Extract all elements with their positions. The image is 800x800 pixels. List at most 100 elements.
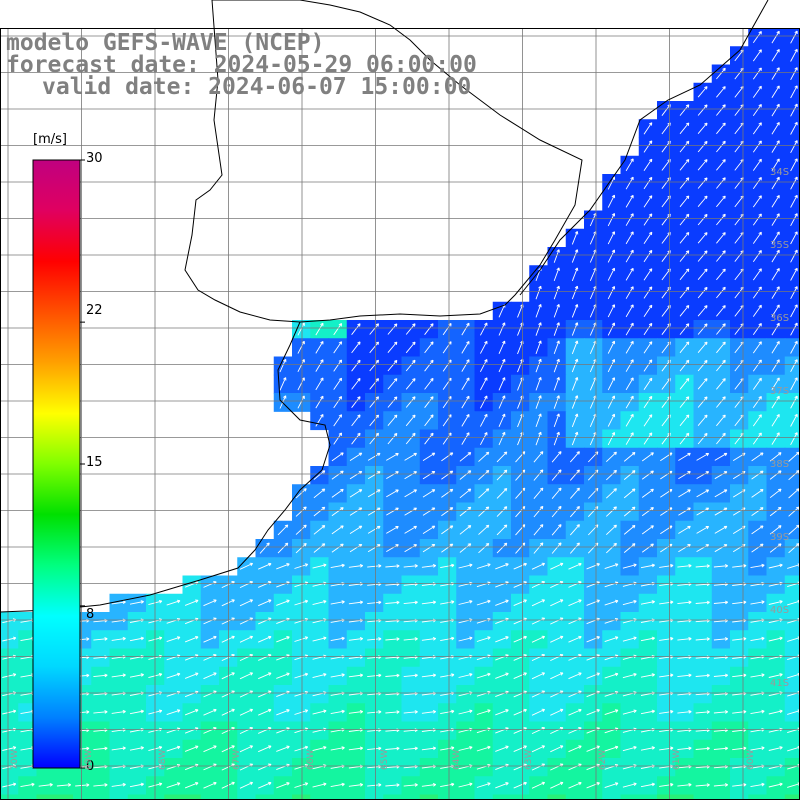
- wind-arrow: [695, 600, 710, 605]
- wind-arrow: [790, 286, 798, 300]
- lat-label-41s: 41S: [770, 678, 790, 689]
- wind-arrow: [294, 636, 309, 642]
- wind-arrow: [553, 413, 560, 428]
- wind-arrow: [752, 359, 762, 372]
- wind-arrow: [277, 524, 289, 536]
- wind-arrow: [752, 213, 762, 226]
- wind-arrow: [752, 49, 762, 62]
- wind-arrow: [166, 782, 181, 789]
- wind-arrow: [498, 431, 506, 446]
- wind-arrow: [586, 672, 600, 679]
- wind-arrow: [348, 673, 364, 678]
- wind-cell: [693, 265, 713, 285]
- wind-cell: [730, 137, 749, 157]
- wind-arrow: [405, 432, 416, 445]
- wind-arrow: [697, 414, 708, 426]
- wind-arrow: [551, 524, 562, 536]
- wind-arrow: [553, 340, 560, 355]
- wind-arrow: [714, 525, 728, 534]
- wind-arrow: [586, 745, 600, 752]
- wind-cell: [328, 447, 348, 467]
- wind-arrow: [790, 121, 798, 135]
- wind-arrow: [752, 140, 762, 153]
- wind-arrow: [351, 377, 361, 390]
- wind-arrow: [424, 432, 434, 445]
- wind-cell: [693, 338, 713, 358]
- wind-cell: [711, 393, 731, 412]
- wind-arrow: [716, 341, 726, 354]
- wind-arrow: [404, 452, 417, 461]
- wind-arrow: [535, 395, 542, 409]
- wind-arrow: [659, 636, 674, 641]
- wind-arrow: [387, 323, 398, 335]
- wind-arrow: [93, 637, 108, 641]
- wind-arrow: [679, 304, 690, 317]
- wind-arrow: [421, 709, 437, 714]
- wind-arrow: [553, 267, 560, 282]
- wind-arrow: [553, 285, 560, 300]
- wind-arrow: [677, 782, 692, 787]
- wind-arrow: [790, 413, 798, 427]
- wind-arrow: [386, 525, 399, 534]
- wind-arrow: [421, 746, 437, 751]
- wind-arrow: [790, 231, 798, 245]
- wind-arrow: [771, 85, 780, 99]
- wind-arrow: [330, 563, 345, 569]
- wind-cell: [711, 356, 731, 376]
- wind-arrow: [697, 140, 708, 153]
- wind-arrow: [607, 194, 616, 208]
- lon-label-63w: 63W: [524, 749, 534, 770]
- wind-arrow: [387, 378, 398, 390]
- wind-arrow: [367, 637, 382, 641]
- wind-arrow: [623, 506, 636, 517]
- lon-label-67w: 67W: [232, 749, 242, 770]
- wind-cell: [620, 794, 640, 800]
- wind-arrow: [129, 782, 144, 788]
- wind-arrow: [752, 322, 762, 336]
- wind-arrow: [385, 783, 400, 787]
- wind-arrow: [790, 432, 798, 446]
- wind-arrow: [498, 377, 506, 391]
- wind-arrow: [769, 506, 782, 517]
- wind-arrow: [677, 746, 692, 751]
- wind-arrow: [643, 158, 653, 171]
- wind-arrow: [571, 231, 579, 245]
- wind-arrow: [697, 122, 708, 134]
- wind-arrow: [385, 564, 400, 568]
- wind-arrow: [403, 783, 418, 787]
- wind-arrow: [422, 543, 436, 553]
- wind-arrow: [422, 470, 436, 480]
- wind-cell: [730, 320, 749, 339]
- wind-arrow: [569, 451, 580, 463]
- wind-arrow: [478, 506, 490, 517]
- wind-arrow: [607, 340, 616, 354]
- wind-arrow: [768, 636, 783, 642]
- wind-arrow: [769, 488, 782, 499]
- wind-arrow: [768, 600, 783, 605]
- wind-arrow: [771, 103, 780, 117]
- wind-arrow: [605, 524, 617, 536]
- wind-arrow: [367, 710, 382, 714]
- wind-arrow: [643, 359, 653, 372]
- wind-arrow: [111, 673, 126, 678]
- wind-arrow: [349, 470, 363, 480]
- wind-arrow: [640, 673, 655, 678]
- wind-arrow: [550, 708, 564, 716]
- wind-cell: [657, 210, 676, 230]
- wind-cell: [730, 101, 749, 120]
- wind-cell: [511, 794, 530, 800]
- wind-cell: [784, 411, 800, 431]
- wind-arrow: [239, 562, 254, 570]
- wind-arrow: [788, 506, 800, 517]
- wind-arrow: [790, 249, 798, 263]
- wind-arrow: [404, 525, 417, 534]
- wind-cell: [748, 429, 768, 449]
- wind-arrow: [333, 323, 343, 336]
- wind-arrow: [405, 414, 416, 427]
- wind-arrow: [531, 599, 546, 607]
- wind-arrow: [659, 600, 674, 605]
- wind-arrow: [771, 30, 780, 44]
- wind-cell: [711, 64, 731, 84]
- wind-arrow: [659, 746, 674, 751]
- wind-arrow: [569, 524, 580, 536]
